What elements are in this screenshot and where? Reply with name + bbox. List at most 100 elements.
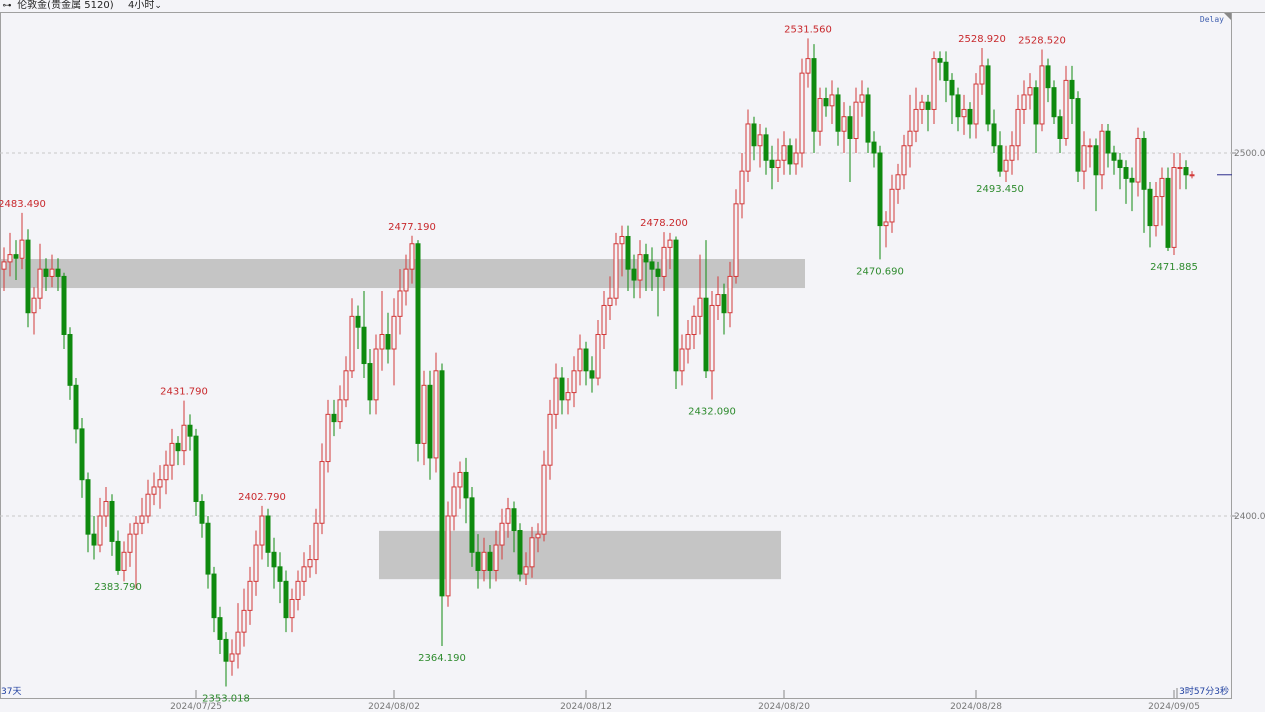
candle-up (799, 72, 805, 154)
candle-up (1015, 108, 1021, 147)
candle-up (31, 297, 37, 314)
candle-up (181, 424, 187, 452)
chart-header: ⊶ 伦敦金(贵金属 5120) 4小时⌄ (0, 0, 1265, 12)
candle-down (439, 370, 445, 597)
candle-down (985, 65, 991, 125)
x-tick-label: 2024/09/05 (1148, 702, 1200, 712)
candle-up (1009, 145, 1015, 161)
candle-down (1051, 87, 1057, 118)
low-label: 2471.885 (1150, 262, 1198, 273)
candle-down (265, 515, 271, 553)
candle-down (1033, 87, 1039, 125)
candle-down (871, 141, 877, 154)
price-zone (1, 258, 805, 289)
candle-down (1165, 177, 1171, 248)
low-label: 2470.690 (856, 266, 904, 277)
candle-up (133, 522, 139, 535)
candle-up (1087, 145, 1093, 148)
candle-down (865, 94, 871, 143)
candle-up (685, 334, 691, 350)
candle-down (589, 370, 595, 379)
candle-up (319, 461, 325, 524)
candle-up (169, 442, 175, 466)
y-tick-label: 2400.00 (1234, 512, 1265, 522)
candle-up (373, 348, 379, 401)
candle-down (1105, 130, 1111, 154)
candle-down (1057, 116, 1063, 139)
candle-down (1045, 65, 1051, 89)
candle-down (835, 94, 841, 132)
candle-down (115, 540, 121, 571)
candle-up (601, 304, 607, 335)
candle-up (103, 500, 109, 517)
candle-down (1111, 152, 1117, 161)
candle-up (505, 508, 511, 524)
candle-up (595, 334, 601, 379)
candle-down (511, 508, 517, 532)
candle-up (379, 334, 385, 350)
candle-up (853, 101, 859, 139)
candle-up (445, 515, 451, 597)
candle-up (733, 203, 739, 277)
candle-up (805, 58, 811, 74)
candle-up (1081, 145, 1087, 172)
y-tick-label: 2500.00 (1234, 149, 1265, 159)
candle-up (241, 609, 247, 633)
x-tick-label: 2024/07/25 (170, 702, 222, 712)
low-label: 2432.090 (688, 407, 736, 418)
candle-up (565, 392, 571, 401)
candle-up (715, 294, 721, 306)
timeframe-selector[interactable]: 4小时⌄ (128, 0, 162, 12)
candle-up (1099, 130, 1105, 176)
high-label: 2402.790 (238, 492, 286, 503)
candle-up (1039, 65, 1045, 125)
candle-up (523, 566, 529, 575)
candle-up (403, 268, 409, 292)
candle-down (1117, 159, 1123, 169)
candle-up (157, 479, 163, 488)
candle-down (385, 334, 391, 350)
candle-up (139, 515, 145, 524)
x-tick-label: 2024/08/28 (950, 702, 1002, 712)
low-label: 2364.190 (418, 653, 466, 664)
candle-down (25, 239, 31, 314)
symbol-title[interactable]: 伦敦金(贵金属 5120) (17, 0, 114, 11)
candle-up (661, 246, 667, 277)
candle-up (1, 261, 7, 270)
candle-up (919, 101, 925, 110)
candle-up (979, 65, 985, 85)
candle-down (997, 145, 1003, 172)
candle-down (283, 580, 289, 619)
candle-down (559, 377, 565, 401)
candle-down (355, 315, 361, 328)
candle-up (421, 384, 427, 444)
candle-down (1123, 167, 1129, 179)
candle-down (643, 254, 649, 263)
candle-up (775, 159, 781, 169)
timeframe-label: 4小时 (128, 0, 155, 11)
candle-up (1003, 159, 1009, 172)
candle-up (529, 537, 535, 568)
candle-up (325, 413, 331, 463)
candle-up (745, 123, 751, 172)
candle-up (619, 235, 625, 245)
candle-down (955, 94, 961, 118)
candle-down (1075, 98, 1081, 172)
candle-up (409, 243, 415, 270)
candle-down (1183, 167, 1189, 176)
high-label: 2528.520 (1018, 35, 1066, 46)
candle-down (331, 413, 337, 423)
candle-up (19, 239, 25, 259)
candle-up (697, 297, 703, 317)
candle-up (481, 551, 487, 571)
candle-up (841, 116, 847, 132)
candle-down (427, 384, 433, 459)
chevron-down-icon: ⌄ (154, 1, 162, 11)
price-zone (379, 530, 781, 580)
candle-down (487, 551, 493, 571)
link-icon[interactable]: ⊶ (2, 1, 12, 11)
candle-up (337, 399, 343, 423)
candle-down (475, 551, 481, 571)
candle-down (1147, 188, 1153, 227)
